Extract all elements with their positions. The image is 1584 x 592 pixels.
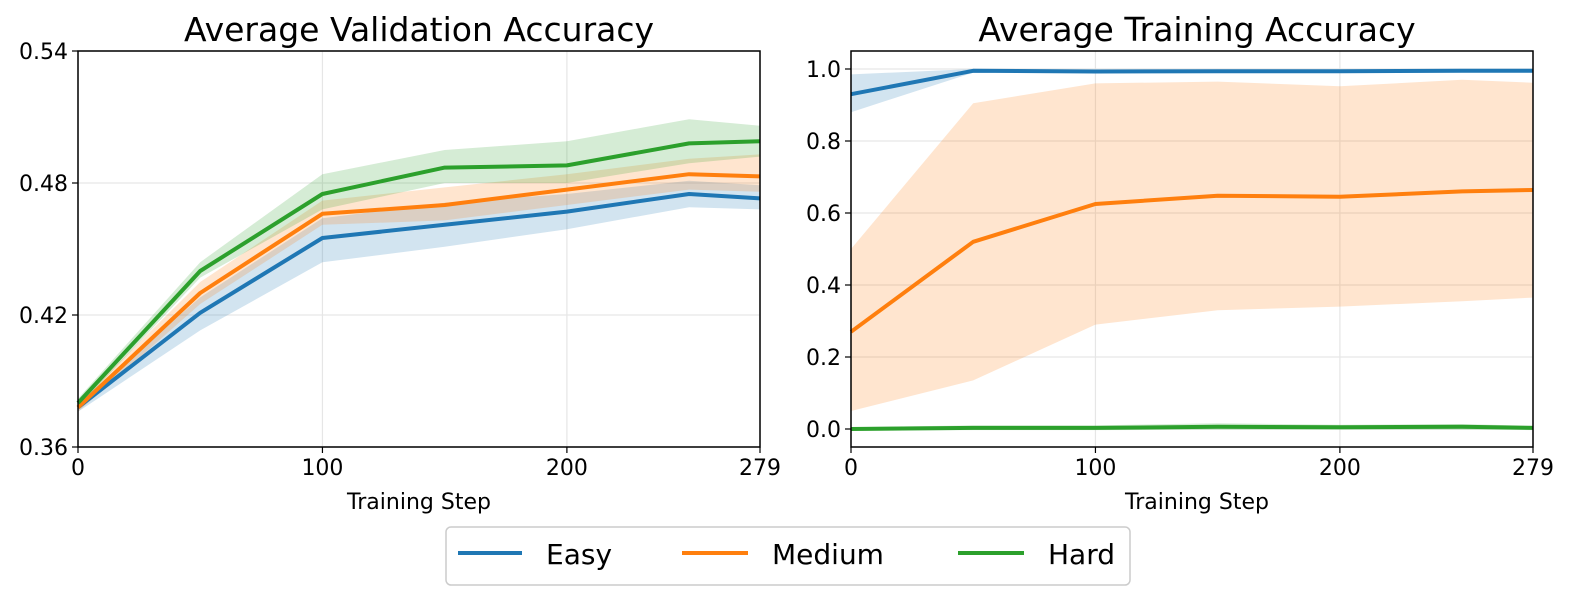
training-y-tick-label: 0.6	[806, 202, 841, 227]
legend-label-hard: Hard	[1048, 538, 1115, 571]
training-band-easy	[851, 69, 1533, 113]
validation-band-medium	[78, 154, 760, 412]
validation-x-tick-label: 200	[546, 456, 588, 481]
training-y-tick-label: 0.8	[806, 130, 841, 155]
validation-line-easy	[76, 192, 761, 409]
validation-x-tick-label: 0	[71, 456, 85, 481]
training-line-hard	[850, 424, 1534, 431]
validation-y-tick-label: 0.54	[19, 40, 68, 65]
validation-band-hard	[78, 119, 760, 408]
training-y-tick-label: 1.0	[806, 58, 841, 83]
training-x-axis-label: Training Step	[1124, 490, 1269, 515]
training-y-tick-label: 0.4	[806, 274, 841, 299]
training-x-tick-label: 279	[1512, 456, 1554, 481]
validation-accuracy-panel: Average Validation Accuracy Training Ste…	[19, 10, 781, 515]
legend-frame	[445, 526, 1131, 586]
validation-chart-title: Average Validation Accuracy	[184, 10, 654, 49]
training-accuracy-panel: Average Training Accuracy Training Step …	[806, 10, 1554, 515]
training-chart-title: Average Training Accuracy	[978, 10, 1415, 49]
training-band-medium	[851, 79, 1533, 412]
training-x-tick-label: 100	[1074, 456, 1116, 481]
training-y-tick-label: 0.0	[806, 418, 841, 443]
legend: Easy Medium Hard	[445, 526, 1131, 586]
training-line-easy	[850, 68, 1533, 97]
validation-x-tick-label: 100	[301, 456, 343, 481]
legend-label-medium: Medium	[772, 538, 884, 571]
validation-line-medium	[76, 172, 761, 409]
validation-y-tick-label: 0.36	[19, 436, 68, 461]
legend-label-easy: Easy	[546, 538, 612, 571]
validation-y-tick-label: 0.48	[19, 172, 68, 197]
training-line-medium	[849, 188, 1534, 334]
training-x-tick-label: 200	[1319, 456, 1361, 481]
training-y-tick-label: 0.2	[806, 346, 841, 371]
validation-line-hard	[76, 139, 761, 405]
training-plot-frame	[850, 50, 1534, 448]
validation-x-tick-label: 279	[739, 456, 781, 481]
validation-y-tick-label: 0.42	[19, 304, 68, 329]
validation-plot-frame	[77, 50, 761, 448]
validation-x-axis-label: Training Step	[346, 490, 491, 515]
training-x-tick-label: 0	[844, 456, 858, 481]
